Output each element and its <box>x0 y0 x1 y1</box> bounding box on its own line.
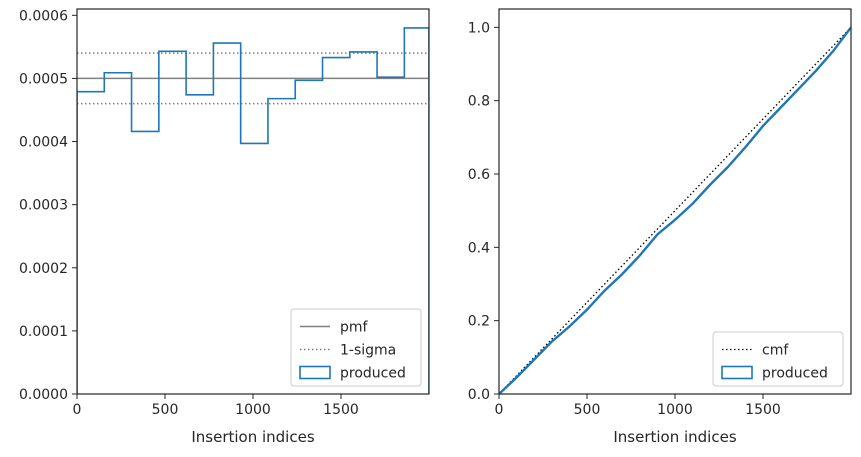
plot-area <box>499 26 851 394</box>
produced-point <box>780 107 782 109</box>
x-tick-label: 1000 <box>235 402 271 418</box>
y-tick-label: 0.6 <box>468 167 490 183</box>
y-tick-label: 0.0002 <box>19 261 68 277</box>
legend-box <box>712 331 844 387</box>
produced-point <box>832 50 835 52</box>
chart-panel-2: 0 500 1000 1500 0.0 0.2 0.4 0.6 0.8 1.0 Insertion … <box>468 8 852 446</box>
legend-label: 1-sigma <box>340 343 396 359</box>
produced-point <box>656 233 659 236</box>
plot-area <box>77 27 429 394</box>
y-tick-label: 0.0006 <box>19 8 68 24</box>
legend-produced-swatch <box>721 365 753 380</box>
produced-point <box>744 146 747 148</box>
x-tick-label: 1000 <box>657 402 693 418</box>
y-tick-label: 0.4 <box>468 240 490 256</box>
produced-point <box>797 88 799 90</box>
produced-histogram <box>77 27 429 394</box>
x-tick-label: 500 <box>152 402 179 418</box>
produced-point <box>568 325 571 328</box>
produced-point <box>692 203 694 205</box>
x-tick-label: 0 <box>495 402 504 418</box>
y-tick-label: 0.0001 <box>19 324 68 340</box>
produced-point <box>516 376 518 379</box>
x-tick-label: 0 <box>73 402 82 418</box>
y-tick-label: 0.0005 <box>19 71 68 87</box>
x-axis-label: Insertion indices <box>613 428 736 446</box>
produced-point <box>533 358 535 361</box>
produced-point <box>621 273 623 275</box>
legend-label: produced <box>340 366 406 382</box>
x-tick-label: 1500 <box>745 402 781 418</box>
y-tick-label: 0.0004 <box>19 135 68 151</box>
produced-point <box>551 340 553 343</box>
cmf-line <box>499 26 851 394</box>
legend: cmf produced <box>712 331 844 387</box>
produced-point <box>762 125 764 127</box>
produced-point <box>639 254 641 256</box>
legend: pmf 1-sigma produced <box>290 308 422 387</box>
produced-point <box>674 219 676 221</box>
x-axis-label: Insertion indices <box>191 428 314 446</box>
y-tick-label: 0.8 <box>468 94 490 110</box>
x-tick-label: 1500 <box>323 402 359 418</box>
produced-point <box>586 309 588 311</box>
y-tick-label: 0.0003 <box>19 198 68 214</box>
y-tick-label: 0.0 <box>468 387 490 403</box>
x-tick-label: 500 <box>574 402 601 418</box>
produced-point <box>604 290 606 292</box>
chart-panel-1: 0 500 1000 1500 0.0000 0.0001 0.0002 0.0003 0.00… <box>19 8 430 446</box>
legend-label: cmf <box>762 343 789 359</box>
produced-point <box>709 184 711 186</box>
legend-produced-swatch <box>299 365 331 380</box>
produced-point <box>815 70 817 72</box>
y-tick-label: 0.2 <box>468 314 490 330</box>
y-tick-label: 1.0 <box>468 20 490 36</box>
produced-point <box>727 166 729 168</box>
legend-label: produced <box>762 366 828 382</box>
y-tick-label: 0.0000 <box>19 387 68 403</box>
legend-label: pmf <box>340 320 369 336</box>
